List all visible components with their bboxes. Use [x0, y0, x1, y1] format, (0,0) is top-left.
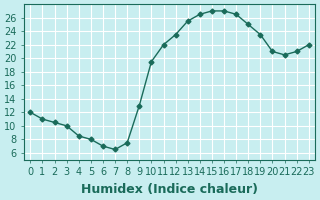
- X-axis label: Humidex (Indice chaleur): Humidex (Indice chaleur): [81, 183, 258, 196]
